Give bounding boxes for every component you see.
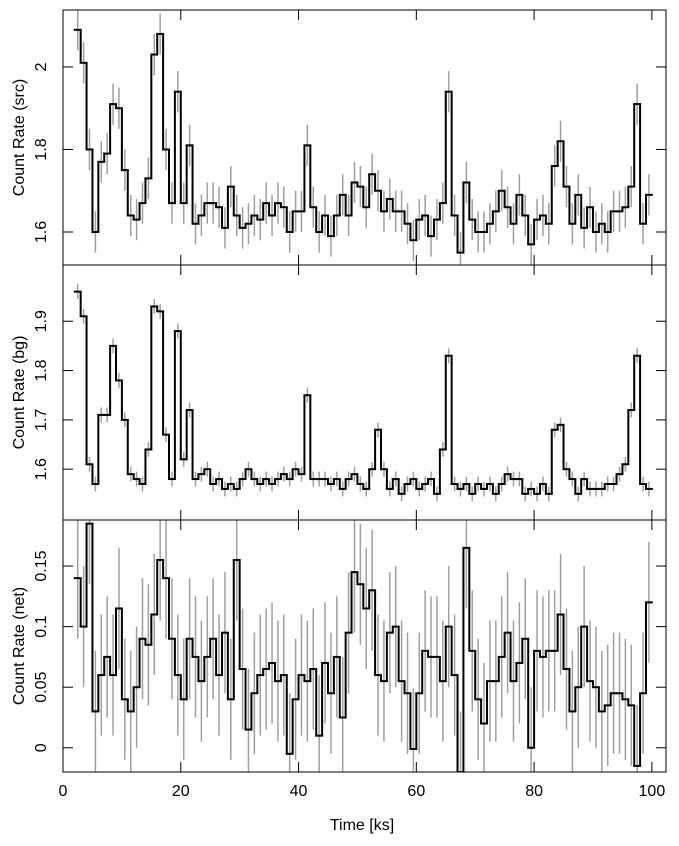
- y-tick-label: 0.1: [33, 615, 50, 637]
- x-tick-label: 0: [59, 783, 68, 800]
- x-tick-label: 60: [407, 783, 425, 800]
- panel-frame: [62, 9, 667, 266]
- y-tick-label: 0: [33, 743, 50, 752]
- y-tick-label: 2: [33, 62, 50, 71]
- plot-area: [73, 10, 653, 265]
- plot-area: [73, 284, 653, 502]
- y-tick-label: 0.05: [33, 672, 50, 703]
- x-tick-label: 100: [639, 783, 666, 800]
- x-axis-label: Time [ks]: [330, 817, 394, 834]
- y-axis-label: Count Rate (bg): [11, 336, 28, 450]
- y-axis-label: Count Rate (src): [11, 79, 28, 196]
- x-tick-label: 40: [290, 783, 308, 800]
- y-tick-label: 1.9: [33, 310, 50, 332]
- y-axis-label: Count Rate (net): [11, 587, 28, 705]
- y-tick-label: 1.8: [33, 138, 50, 160]
- y-tick-label: 1.7: [33, 409, 50, 431]
- plot-area: [73, 520, 653, 772]
- x-tick-label: 20: [172, 783, 190, 800]
- panel-frame: [62, 519, 667, 773]
- y-tick-label: 1.6: [33, 458, 50, 480]
- x-tick-label: 80: [525, 783, 543, 800]
- y-tick-label: 1.8: [33, 359, 50, 381]
- y-tick-label: 1.6: [33, 221, 50, 243]
- y-tick-label: 0.15: [33, 550, 50, 581]
